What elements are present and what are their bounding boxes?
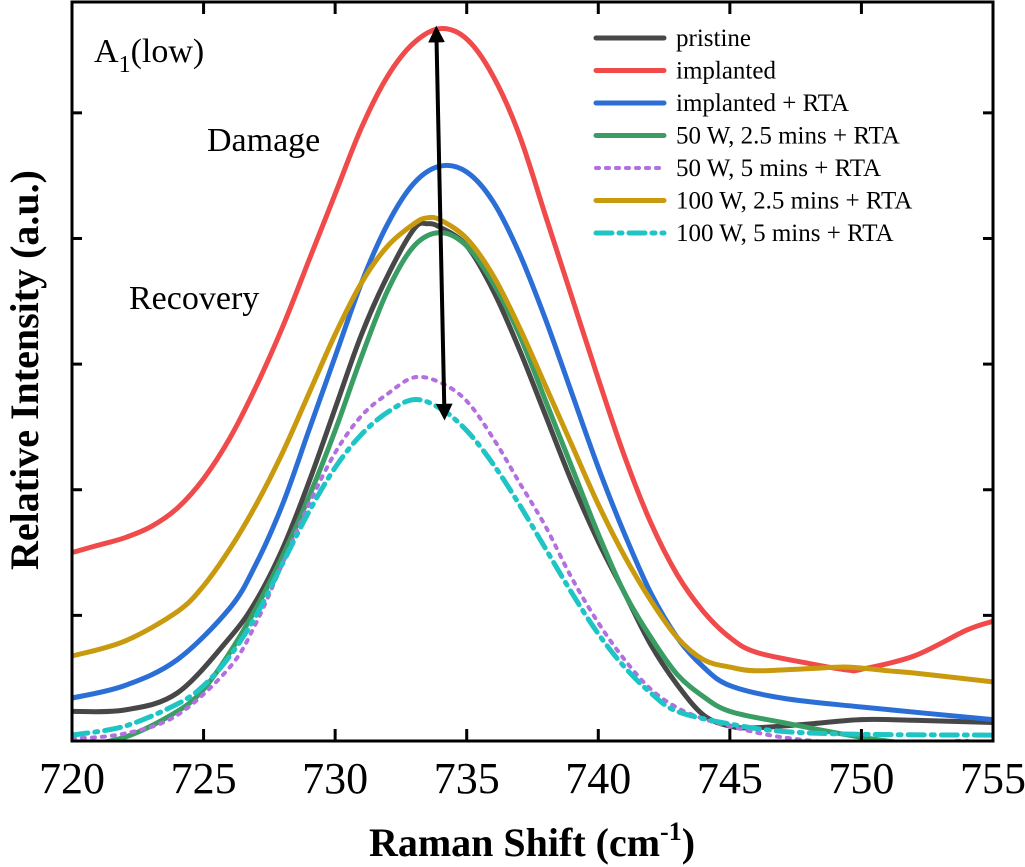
series-line-implanted bbox=[72, 26, 993, 674]
x-tick-label-735: 735 bbox=[434, 754, 500, 803]
series-line-50-w-2-5-mins-rta bbox=[96, 230, 908, 741]
legend: pristine implanted implanted + RTA 50 W, 2.… bbox=[593, 25, 912, 247]
x-tick-label-745: 745 bbox=[697, 754, 763, 803]
legend-item-50-w-5-mins-rta: 50 W, 5 mins + RTA bbox=[594, 155, 881, 182]
series-line-50-w-5-mins-rta bbox=[72, 374, 977, 741]
x-axis-title: Raman Shift (cm-1) bbox=[369, 817, 695, 865]
y-axis-ticks bbox=[72, 111, 993, 743]
legend-item-implanted-rta: implanted + RTA bbox=[593, 90, 849, 117]
plot-frame bbox=[70, 0, 995, 743]
x-tick-label-750: 750 bbox=[828, 754, 894, 803]
legend-item-50-w-2-5-mins-rta: 50 W, 2.5 mins + RTA bbox=[593, 123, 900, 150]
x-tick-label-755: 755 bbox=[960, 754, 1025, 803]
legend-label-implanted: implanted bbox=[676, 58, 776, 85]
x-tick-label-720: 720 bbox=[39, 754, 105, 803]
legend-label-implanted-rta: implanted + RTA bbox=[676, 90, 849, 117]
x-tick-label-730: 730 bbox=[302, 754, 368, 803]
x-tick-label-725: 725 bbox=[171, 754, 237, 803]
series-line-implanted-rta bbox=[72, 162, 993, 723]
series-layer bbox=[72, 26, 993, 741]
panel-label: A1(low) bbox=[94, 33, 204, 78]
legend-item-100-w-2-5-mins-rta: 100 W, 2.5 mins + RTA bbox=[593, 188, 912, 215]
legend-label-100-w-2-5-mins-rta: 100 W, 2.5 mins + RTA bbox=[676, 188, 912, 215]
series-line-100-w-5-mins-rta bbox=[72, 397, 993, 738]
damage-recovery-arrow bbox=[428, 25, 453, 421]
recovery-annotation: Recovery bbox=[129, 280, 259, 317]
x-axis-ticks bbox=[70, 2, 995, 741]
legend-item-pristine: pristine bbox=[593, 25, 751, 52]
legend-item-implanted: implanted bbox=[593, 58, 776, 85]
series-line-100-w-2-5-mins-rta bbox=[72, 214, 993, 685]
x-tick-label-740: 740 bbox=[565, 754, 631, 803]
legend-label-50-w-5-mins-rta: 50 W, 5 mins + RTA bbox=[676, 155, 881, 182]
x-axis-tick-labels: 720 725 730 735 740 745 750 755 bbox=[39, 754, 1025, 803]
damage-annotation: Damage bbox=[207, 122, 320, 159]
y-axis-title: Relative Intensity (a.u.) bbox=[2, 170, 47, 570]
legend-label-100-w-5-mins-rta: 100 W, 5 mins + RTA bbox=[676, 220, 894, 247]
legend-item-100-w-5-mins-rta: 100 W, 5 mins + RTA bbox=[593, 220, 894, 247]
legend-label-pristine: pristine bbox=[676, 25, 751, 52]
legend-label-50-w-2-5-mins-rta: 50 W, 2.5 mins + RTA bbox=[676, 123, 900, 150]
